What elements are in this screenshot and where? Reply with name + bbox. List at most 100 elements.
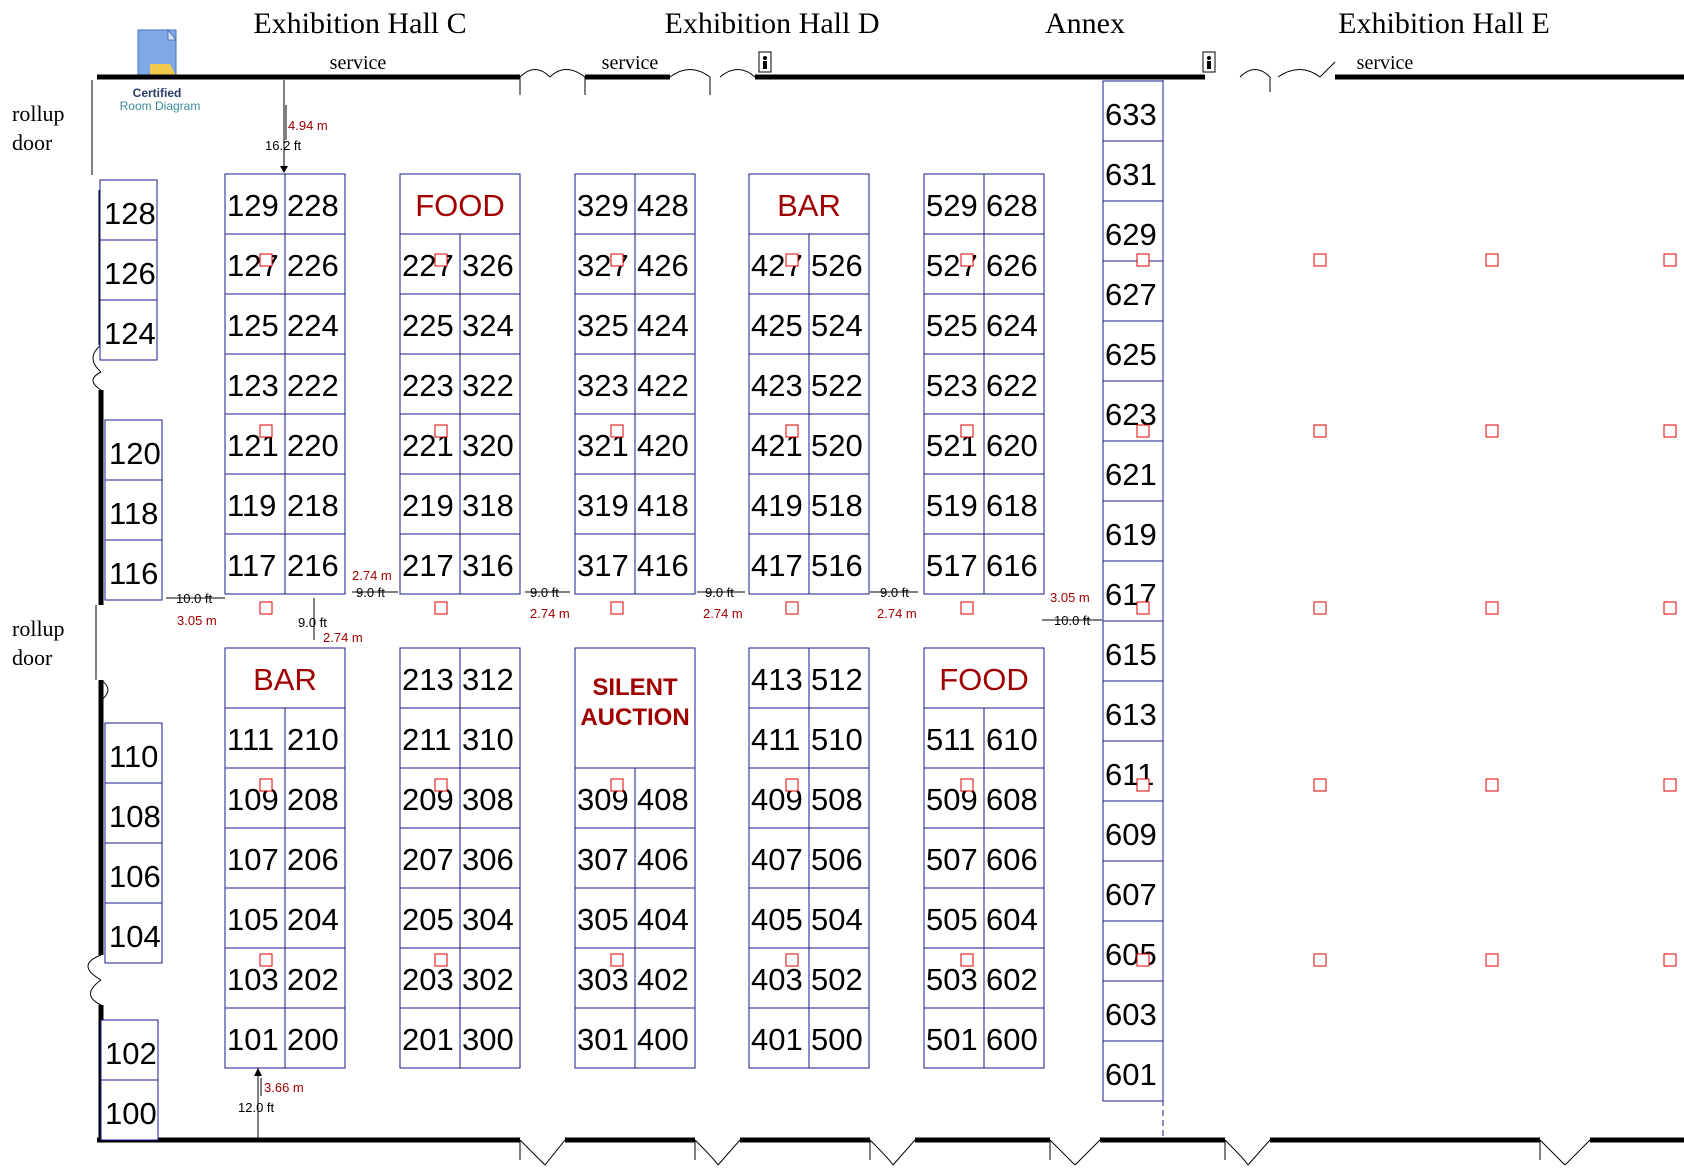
booth[interactable]: 218 — [284, 473, 346, 535]
booth-rect[interactable] — [748, 353, 810, 415]
booth-rect[interactable] — [983, 947, 1045, 1009]
booth-rect[interactable] — [574, 233, 636, 295]
booth-rect[interactable] — [923, 233, 985, 295]
booth[interactable]: 506 — [808, 827, 870, 889]
booth-rect[interactable] — [808, 647, 870, 709]
booth-rect[interactable] — [224, 1007, 286, 1069]
booth-rect[interactable] — [1102, 1040, 1164, 1102]
booth[interactable]: 403 — [748, 947, 810, 1009]
booth[interactable]: 316 — [459, 533, 521, 595]
booth[interactable]: 125 — [224, 293, 286, 355]
booth-rect[interactable] — [634, 887, 696, 949]
booth-rect[interactable] — [1102, 860, 1164, 922]
annex-booth[interactable]: 629 — [1102, 200, 1164, 262]
booth-rect[interactable] — [459, 707, 521, 769]
booth-rect[interactable] — [748, 413, 810, 475]
booth[interactable]: 210 — [284, 707, 346, 769]
booth-rect[interactable] — [983, 293, 1045, 355]
booth[interactable]: 628 — [983, 173, 1045, 235]
annex-booth[interactable]: 631 — [1102, 140, 1164, 202]
booth-rect[interactable] — [634, 413, 696, 475]
booth-rect[interactable] — [983, 173, 1045, 235]
booth[interactable]: 127 — [224, 233, 286, 295]
left-booth[interactable]: 118 — [104, 479, 163, 541]
booth-rect[interactable] — [104, 902, 163, 964]
feature-area[interactable] — [574, 647, 696, 769]
booth-rect[interactable] — [983, 533, 1045, 595]
annex-booth[interactable]: 617 — [1102, 560, 1164, 622]
booth-rect[interactable] — [224, 413, 286, 475]
booth-rect[interactable] — [574, 947, 636, 1009]
left-booth[interactable]: 110 — [104, 722, 163, 784]
booth-rect[interactable] — [923, 947, 985, 1009]
booth[interactable]: 220 — [284, 413, 346, 475]
booth-rect[interactable] — [983, 767, 1045, 829]
booth[interactable]: 404 — [634, 887, 696, 949]
booth[interactable]: 608 — [983, 767, 1045, 829]
booth[interactable]: 216 — [284, 533, 346, 595]
booth-rect[interactable] — [284, 413, 346, 475]
booth[interactable]: 228 — [284, 173, 346, 235]
booth[interactable]: 310 — [459, 707, 521, 769]
booth-rect[interactable] — [99, 179, 158, 241]
annex-booth[interactable]: 625 — [1102, 320, 1164, 382]
booth[interactable]: 107 — [224, 827, 286, 889]
annex-booth[interactable]: 621 — [1102, 440, 1164, 502]
booth[interactable]: 319 — [574, 473, 636, 535]
booth[interactable]: 208 — [284, 767, 346, 829]
booth-rect[interactable] — [983, 413, 1045, 475]
booth-rect[interactable] — [399, 887, 461, 949]
booth-rect[interactable] — [634, 473, 696, 535]
booth[interactable]: 616 — [983, 533, 1045, 595]
booth-rect[interactable] — [284, 233, 346, 295]
booth[interactable]: 522 — [808, 353, 870, 415]
booth[interactable]: 504 — [808, 887, 870, 949]
booth[interactable]: 427 — [748, 233, 810, 295]
booth[interactable]: 620 — [983, 413, 1045, 475]
booth-rect[interactable] — [923, 827, 985, 889]
booth-rect[interactable] — [808, 827, 870, 889]
booth-rect[interactable] — [399, 413, 461, 475]
booth-rect[interactable] — [574, 533, 636, 595]
left-booth[interactable]: 108 — [104, 782, 163, 844]
booth-rect[interactable] — [99, 299, 158, 361]
booth[interactable]: 205 — [399, 887, 461, 949]
booth[interactable]: 203 — [399, 947, 461, 1009]
booth-rect[interactable] — [1102, 980, 1164, 1042]
booth[interactable]: 221 — [399, 413, 461, 475]
booth[interactable]: 409 — [748, 767, 810, 829]
booth-rect[interactable] — [99, 239, 158, 301]
booth[interactable]: 303 — [574, 947, 636, 1009]
booth-rect[interactable] — [574, 1007, 636, 1069]
booth[interactable]: 307 — [574, 827, 636, 889]
booth-rect[interactable] — [748, 473, 810, 535]
booth[interactable]: 225 — [399, 293, 461, 355]
booth[interactable]: 527 — [923, 233, 985, 295]
booth[interactable]: 503 — [923, 947, 985, 1009]
annex-booth[interactable]: 609 — [1102, 800, 1164, 862]
booth[interactable]: 524 — [808, 293, 870, 355]
left-booth[interactable]: 106 — [104, 842, 163, 904]
annex-booth[interactable]: 605 — [1102, 920, 1164, 982]
booth-rect[interactable] — [748, 887, 810, 949]
booth-rect[interactable] — [459, 647, 521, 709]
booth[interactable]: 411 — [748, 707, 810, 769]
booth[interactable]: 407 — [748, 827, 810, 889]
left-booth[interactable]: 116 — [104, 539, 163, 601]
booth[interactable]: 505 — [923, 887, 985, 949]
booth[interactable]: 204 — [284, 887, 346, 949]
booth-rect[interactable] — [1102, 440, 1164, 502]
booth-rect[interactable] — [574, 473, 636, 535]
booth-rect[interactable] — [104, 842, 163, 904]
booth[interactable]: 511 — [923, 707, 985, 769]
booth[interactable]: 209 — [399, 767, 461, 829]
booth-rect[interactable] — [104, 539, 163, 601]
booth[interactable]: 201 — [399, 1007, 461, 1069]
booth-rect[interactable] — [808, 413, 870, 475]
booth-rect[interactable] — [399, 533, 461, 595]
booth[interactable]: 517 — [923, 533, 985, 595]
booth[interactable]: 501 — [923, 1007, 985, 1069]
booth[interactable]: 300 — [459, 1007, 521, 1069]
booth[interactable]: 423 — [748, 353, 810, 415]
booth[interactable]: 402 — [634, 947, 696, 1009]
